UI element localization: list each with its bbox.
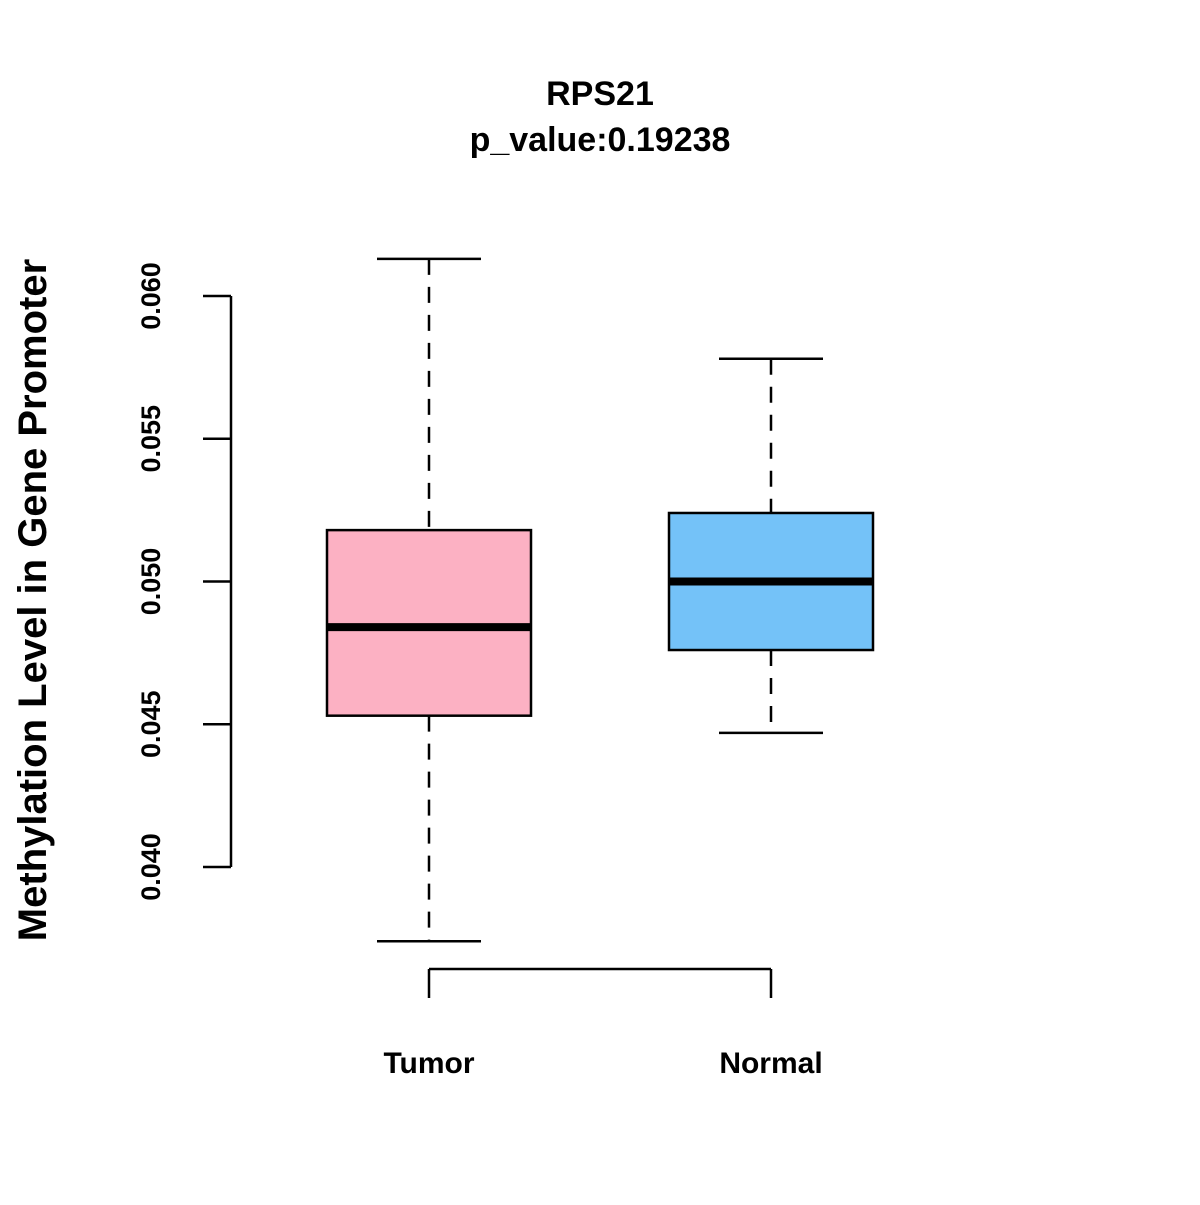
iqr-box (325, 528, 533, 717)
boxes (325, 257, 875, 943)
chart-title: RPS21 (546, 75, 654, 113)
box-normal (667, 357, 875, 735)
y-tick-label: 0.050 (136, 548, 166, 616)
y-axis-label: Methylation Level in Gene Promoter (11, 259, 55, 941)
y-tick-label: 0.040 (136, 833, 166, 901)
chart-subtitle: p_value:0.19238 (470, 121, 731, 159)
y-tick-label: 0.060 (136, 262, 166, 330)
box-tumor (325, 257, 533, 943)
y-axis: 0.040 0.045 0.050 0.055 0.060 (136, 262, 233, 901)
x-axis: Tumor Normal (383, 967, 823, 1080)
x-tick-label: Normal (719, 1047, 822, 1080)
y-tick-label: 0.045 (136, 690, 166, 758)
x-tick-label: Tumor (383, 1047, 474, 1080)
y-tick-label: 0.055 (136, 405, 166, 473)
